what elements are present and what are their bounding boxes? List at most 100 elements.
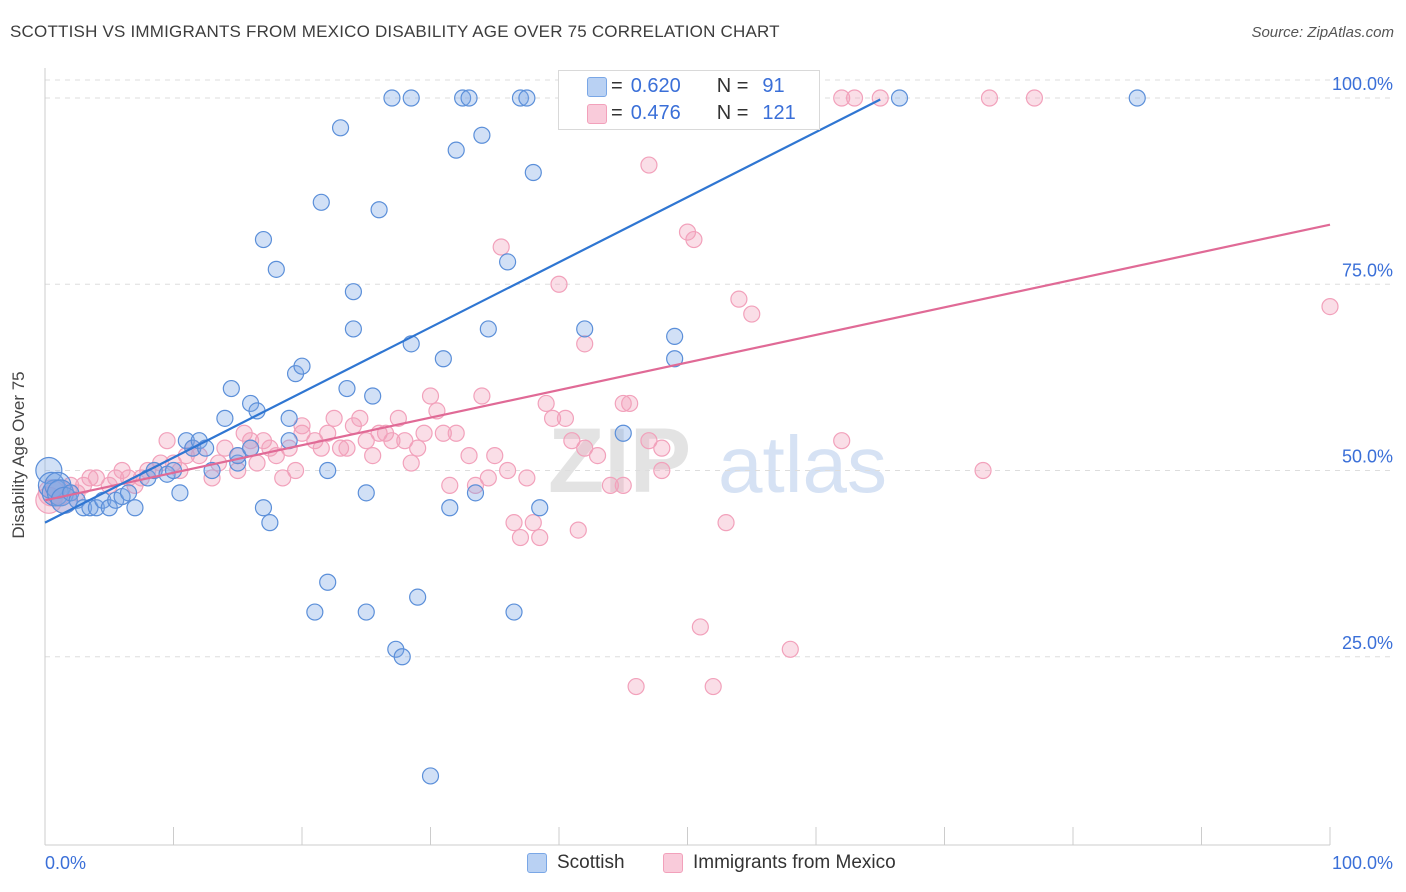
scottish-point [614,424,632,442]
correlation-legend: R = 0.620 N = 91 R = 0.476 N = 121 [558,70,820,130]
mexico-point [980,89,999,107]
mexico-point [569,521,587,539]
mexico-point [505,514,523,532]
axes [44,68,1331,846]
scottish-point [383,89,401,107]
mexico-point [743,305,761,323]
mexico-point [319,424,337,442]
scottish-point [338,379,356,398]
mexico-point [409,439,427,457]
scottish-point [576,320,594,338]
legend-r-value-scottish: 0.620 [630,74,681,97]
scottish-point [531,499,549,517]
mexico-point [653,439,671,457]
mexico-point [415,424,433,442]
scottish-point [293,357,311,375]
scottish-point [441,499,459,517]
scottish-point [524,163,542,182]
scottish-point [312,193,330,211]
mexico-point [402,454,420,472]
scottish-point [254,230,273,249]
scottish-point [197,439,215,457]
y-tick-label: 100.0% [1332,74,1393,94]
scottish-point [242,439,260,457]
scottish-point [402,89,420,107]
scottish-point [666,327,684,345]
scottish-point [261,514,279,532]
legend-r-value-mexico: 0.476 [630,101,681,124]
mexico-point [640,156,658,174]
legend-item-mexico[interactable]: Immigrants from Mexico [663,852,896,874]
scottish-swatch [587,77,607,97]
scottish-point [499,253,517,271]
y-tick-label: 75.0% [1342,260,1393,280]
x-tick-label-min: 0.0% [45,853,86,873]
trend-lines [44,98,1331,524]
mexico-point [717,514,735,532]
mexico-point [389,409,407,427]
mexico-point [543,409,562,427]
mexico-point [845,89,864,107]
mexico-point [871,89,889,107]
scottish-point [357,603,375,621]
legend-n-label: N = [716,101,749,124]
mexico-point [588,447,607,465]
scottish-point [393,648,411,666]
mexico-point [974,461,992,480]
watermark-atlas: atlas [718,420,887,509]
scottish-point [222,379,240,398]
scottish-point [409,588,427,606]
scottish-point [473,126,491,144]
mexico-point [248,454,266,472]
mexico-point [499,461,517,480]
scottish-point [666,350,684,368]
mexico-point [486,447,504,465]
mexico-point [338,439,356,457]
y-tick-label: 25.0% [1342,633,1393,653]
mexico-point [653,461,671,480]
mexico-point [293,417,311,435]
mexico-trend-line [44,223,1331,502]
mexico-point [704,677,722,696]
mexico-point [1025,89,1044,107]
mexico-point [479,469,497,487]
scottish-point [421,767,440,785]
scottish-point [267,260,285,278]
legend-label-scottish: Scottish [557,852,625,873]
mexico-point [274,469,292,487]
mexico-point [781,640,799,658]
scottish-point [460,89,478,107]
scottish-point [505,603,523,621]
legend-item-scottish[interactable]: Scottish [527,852,625,874]
scottish-point [466,484,485,502]
scottish-point [35,456,63,485]
gridlines [45,79,1392,658]
mexico-point [621,394,639,413]
scottish-point [119,484,138,502]
mexico-point [331,439,350,457]
scottish-point [890,89,909,107]
scottish-legend-swatch [527,853,547,873]
mexico-point [550,275,568,293]
scottish-point [511,89,530,107]
chart-source: Source: ZipAtlas.com [1251,24,1394,41]
mexico-swatch [587,104,607,124]
legend-n-value-scottish: 91 [762,74,785,97]
watermark: ZIP atlas [548,410,887,512]
scottish-point [370,201,388,219]
scottish-point [319,461,337,480]
mexico-point [286,461,305,480]
scottish-point [364,387,382,405]
scottish-point [344,283,362,301]
tick-labels: 25.0% 50.0% 75.0% 100.0% 0.0% 100.0% [45,74,1393,873]
mexico-points [35,89,1339,696]
scottish-point [126,499,144,517]
mexico-point [158,432,176,450]
scottish-point [344,320,362,338]
mexico-point [325,409,343,427]
mexico-point [87,469,106,487]
mexico-point [396,432,414,450]
mexico-point [524,514,542,532]
mexico-point [216,439,234,457]
mexico-point [357,432,375,450]
